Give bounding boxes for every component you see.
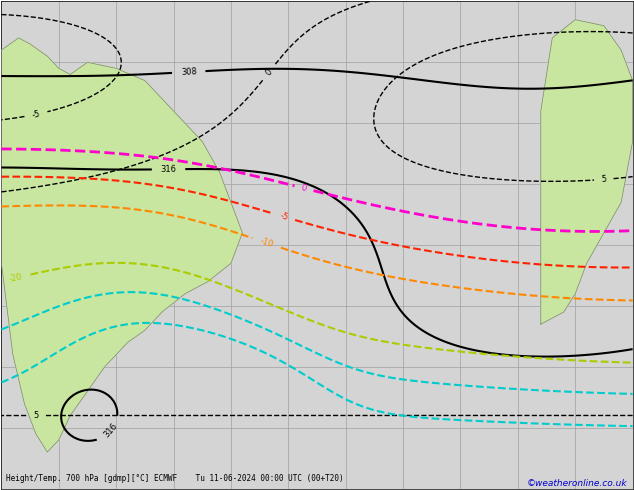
Text: -20: -20 <box>8 272 23 284</box>
Text: -5: -5 <box>278 211 289 222</box>
Text: -10: -10 <box>259 237 275 249</box>
Text: 316: 316 <box>102 422 119 440</box>
Text: 316: 316 <box>160 165 177 174</box>
Text: ©weatheronline.co.uk: ©weatheronline.co.uk <box>527 479 628 488</box>
Text: 5: 5 <box>601 175 607 184</box>
Polygon shape <box>541 20 633 324</box>
Text: 0: 0 <box>264 68 274 77</box>
Text: 5: 5 <box>34 411 39 420</box>
Polygon shape <box>1 38 242 452</box>
Text: Height/Temp. 700 hPa [gdmp][°C] ECMWF    Tu 11-06-2024 00:00 UTC (00+T20): Height/Temp. 700 hPa [gdmp][°C] ECMWF Tu… <box>6 474 344 483</box>
Text: -5: -5 <box>31 109 41 120</box>
Text: 0: 0 <box>301 183 307 193</box>
Text: 308: 308 <box>181 67 197 77</box>
